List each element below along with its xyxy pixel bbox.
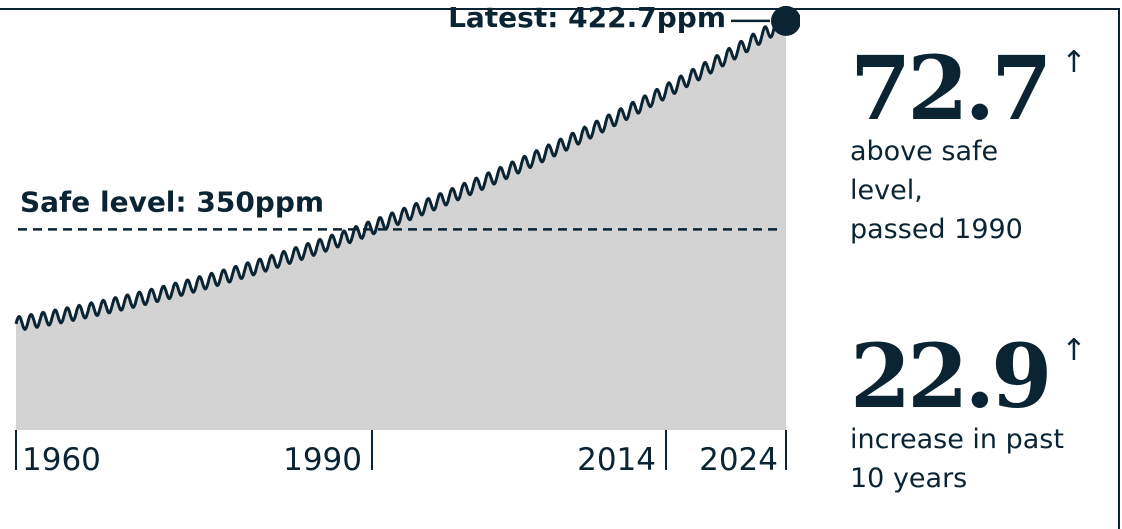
- stat-ten-year-increase: 22.9 ↑ increase in past 10 years: [850, 332, 1086, 498]
- stat-above-safe-line-3: passed 1990: [850, 214, 1023, 245]
- safe-level-label: Safe level: 350ppm: [20, 185, 324, 218]
- stat-ten-year-desc: increase in past 10 years: [850, 420, 1064, 498]
- stat-above-safe: 72.7 ↑ above safe level, passed 1990: [850, 44, 1086, 249]
- x-tick-label-1990: 1990: [283, 442, 362, 478]
- stat-above-safe-number: 72.7: [850, 36, 1052, 140]
- stat-above-safe-line-1: above safe: [850, 136, 999, 167]
- co2-chart: Safe level: 350ppm Latest: 422.7ppm 1960…: [14, 1, 800, 478]
- stat-ten-year-value: 22.9 ↑: [850, 332, 1086, 420]
- x-tick-label-1960: 1960: [22, 442, 101, 478]
- stat-ten-year-line-1: increase in past: [850, 424, 1064, 455]
- stat-ten-year-number: 22.9: [850, 324, 1052, 428]
- co2-line: [14, 17, 787, 331]
- stat-above-safe-line-2: level,: [850, 175, 923, 206]
- x-tick-label-2014: 2014: [577, 442, 656, 478]
- x-axis: 1960 1990 2014 2024: [15, 430, 787, 478]
- up-arrow-icon: ↑: [1061, 333, 1086, 368]
- latest-label: Latest: 422.7ppm: [448, 1, 726, 34]
- latest-point: [771, 5, 800, 36]
- top-border: [0, 8, 1120, 10]
- stat-above-safe-value: 72.7 ↑: [850, 44, 1086, 132]
- right-border: [1118, 8, 1120, 529]
- stat-above-safe-desc: above safe level, passed 1990: [850, 132, 1048, 249]
- co2-area: [16, 19, 786, 430]
- stat-ten-year-line-2: 10 years: [850, 463, 968, 494]
- x-tick-label-2024: 2024: [699, 442, 778, 478]
- up-arrow-icon: ↑: [1061, 45, 1086, 80]
